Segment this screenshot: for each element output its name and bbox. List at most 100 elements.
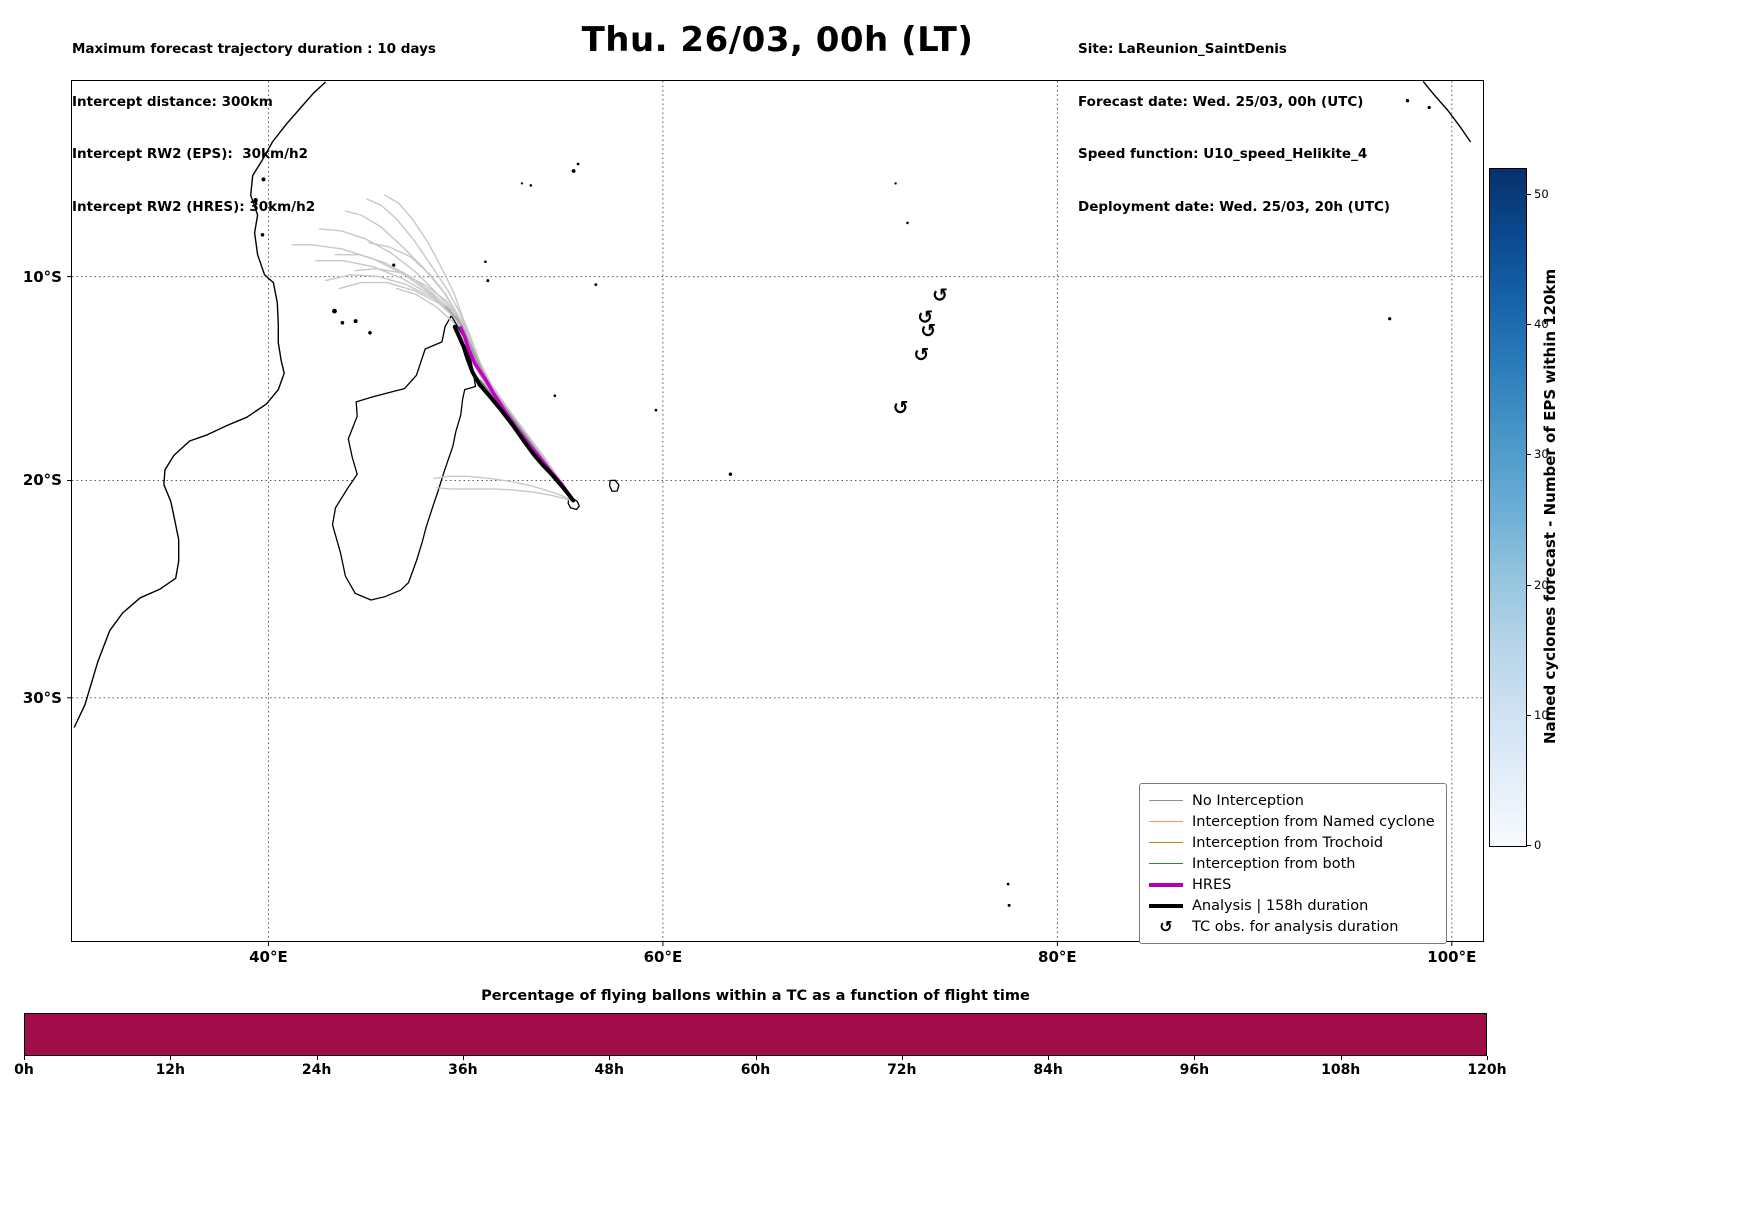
legend-label: Interception from Named cyclone (1192, 813, 1435, 830)
islet-mahe (571, 169, 576, 173)
legend-entry: Analysis | 158h duration (1149, 895, 1437, 916)
colorbar-label: Named cyclones forecast - Number of EPS … (1541, 268, 1559, 745)
time-tick-label: 12h (155, 1062, 186, 1078)
legend-label: HRES (1192, 876, 1232, 893)
colorbar-tick-mark (1526, 194, 1531, 196)
legend-line-icon (1149, 842, 1183, 843)
legend-label: TC obs. for analysis duration (1192, 918, 1399, 935)
coastline-sumatra-west-coast (1422, 80, 1472, 143)
map-legend: No Interception Interception from Named c… (1139, 783, 1447, 944)
legend-line-sample (1149, 863, 1183, 864)
time-tick-mark (1340, 1056, 1342, 1060)
param-line: Intercept RW2 (EPS): 30km/h2 (72, 146, 308, 162)
time-tick-label: 36h (448, 1062, 478, 1078)
run-parameters-block: Maximum forecast trajectory duration : 1… (72, 6, 436, 251)
time-tick-label: 60h (740, 1062, 771, 1078)
legend-entry: HRES (1149, 874, 1437, 895)
time-tick-label: 96h (1179, 1062, 1210, 1078)
time-tick-mark (609, 1056, 611, 1060)
time-tick-mark (170, 1056, 172, 1060)
tc-observation-icon: ↺ (913, 344, 929, 366)
islet-providence (484, 260, 487, 263)
islet-mayotte (368, 331, 372, 335)
colorbar-tick-label: 10 (1534, 707, 1549, 722)
tc-percentage-bar (25, 1014, 1486, 1055)
time-tick-mark (462, 1056, 464, 1060)
site-line: Forecast date: Wed. 25/03, 00h (UTC) (1078, 93, 1364, 110)
legend-line-sample (1149, 842, 1183, 843)
colorbar-tick-label: 0 (1534, 838, 1542, 852)
x-tick-label: 60°E (643, 948, 683, 966)
param-line: Intercept RW2 (HRES): 30km/h2 (72, 198, 316, 215)
island-madagascar (331, 315, 477, 601)
figure-title: Thu. 26/03, 00h (LT) (581, 20, 974, 60)
islet-cocos (1388, 317, 1392, 321)
colorbar (1489, 168, 1527, 847)
islet-amirantes-2 (520, 182, 523, 185)
site-line: Deployment date: Wed. 25/03, 20h (UTC) (1078, 198, 1391, 215)
time-tick-mark (1194, 1056, 1196, 1060)
map-canvas: ↺↺↺↺↺ (67, 80, 1483, 946)
y-tick-label: 30°S (22, 688, 62, 707)
y-tick-label: 10°S (22, 267, 62, 286)
islet-aldabra (392, 263, 396, 267)
islet-amirantes-1 (529, 184, 533, 187)
legend-entry: ↺ TC obs. for analysis duration (1149, 916, 1437, 937)
legend-line-sample (1149, 821, 1183, 822)
colorbar-tick-label: 40 (1534, 317, 1549, 332)
legend-entry: Interception from Trochoid (1149, 832, 1437, 853)
bottom-chart-title: Percentage of flying ballons within a TC… (481, 988, 1030, 1004)
islet-moheli (340, 320, 345, 325)
time-tick-mark (901, 1056, 903, 1060)
colorbar-tick-mark (1526, 324, 1531, 326)
time-tick-mark (1048, 1056, 1050, 1060)
legend-line-sample (1149, 903, 1183, 908)
analysis-track (452, 324, 576, 503)
islet-chagos-2 (906, 221, 909, 225)
bottom-bar-chart (24, 1013, 1487, 1056)
colorbar-tick-mark (1526, 714, 1531, 716)
tc-observation-icon: ↺ (920, 320, 936, 342)
legend-line-sample (1149, 882, 1183, 887)
colorbar-tick-label: 20 (1534, 577, 1549, 592)
site-info-block: Site: LaReunion_SaintDenis Forecast date… (1078, 6, 1390, 251)
time-tick-mark (316, 1056, 318, 1060)
islet-nias (1405, 99, 1410, 103)
legend-entry: Interception from Named cyclone (1149, 811, 1437, 832)
time-tick-label: 48h (594, 1062, 624, 1078)
colorbar-tick-label: 50 (1534, 187, 1549, 202)
legend-label: Interception from Trochoid (1192, 834, 1384, 851)
site-line: Speed function: U10_speed_Helikite_4 (1078, 146, 1368, 162)
tc-symbol-icon: ↺ (1149, 918, 1183, 935)
legend-line-icon (1149, 903, 1183, 908)
colorbar-tick-label: 30 (1534, 447, 1549, 462)
eps-trajectory (433, 475, 574, 503)
map-plot: ↺ ↺ ↺ ↺ ↺ (67, 80, 1484, 946)
param-line: Maximum forecast trajectory duration : 1… (72, 41, 436, 57)
islet-cargados (654, 408, 658, 412)
islet-anjouan (353, 319, 358, 324)
time-tick-mark (755, 1056, 757, 1060)
param-line: Intercept distance: 300km (72, 93, 273, 110)
islet-agalega (594, 283, 598, 286)
islet-pemba (261, 177, 266, 182)
time-tick-label: 108h (1321, 1062, 1361, 1078)
time-tick-label: 24h (301, 1062, 332, 1078)
legend-label: Interception from both (1192, 855, 1356, 872)
legend-line-sample (1149, 800, 1183, 801)
islet-grande-comore (332, 308, 337, 314)
islet-siberut (1427, 105, 1431, 110)
tc-observation-icon: ↺ (917, 307, 933, 329)
x-tick-label: 40°E (249, 948, 288, 966)
legend-line-icon (1149, 821, 1183, 822)
time-tick-label: 120h (1467, 1062, 1507, 1078)
time-tick-label: 84h (1033, 1062, 1063, 1078)
legend-line-icon (1149, 863, 1183, 864)
islet-rodrigues (728, 472, 733, 476)
tc-observation-icon: ↺ (932, 285, 948, 307)
site-line: Site: LaReunion_SaintDenis (1078, 41, 1287, 57)
islet-farquhar (486, 279, 490, 283)
time-tick-label: 72h (887, 1062, 917, 1078)
tc-observation-icon: ↺ (893, 397, 909, 419)
